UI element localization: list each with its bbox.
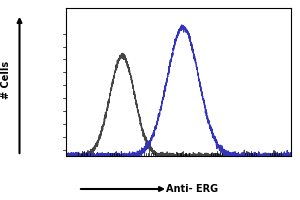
Text: Anti- ERG: Anti- ERG — [166, 184, 218, 194]
Text: # Cells: # Cells — [1, 61, 11, 99]
